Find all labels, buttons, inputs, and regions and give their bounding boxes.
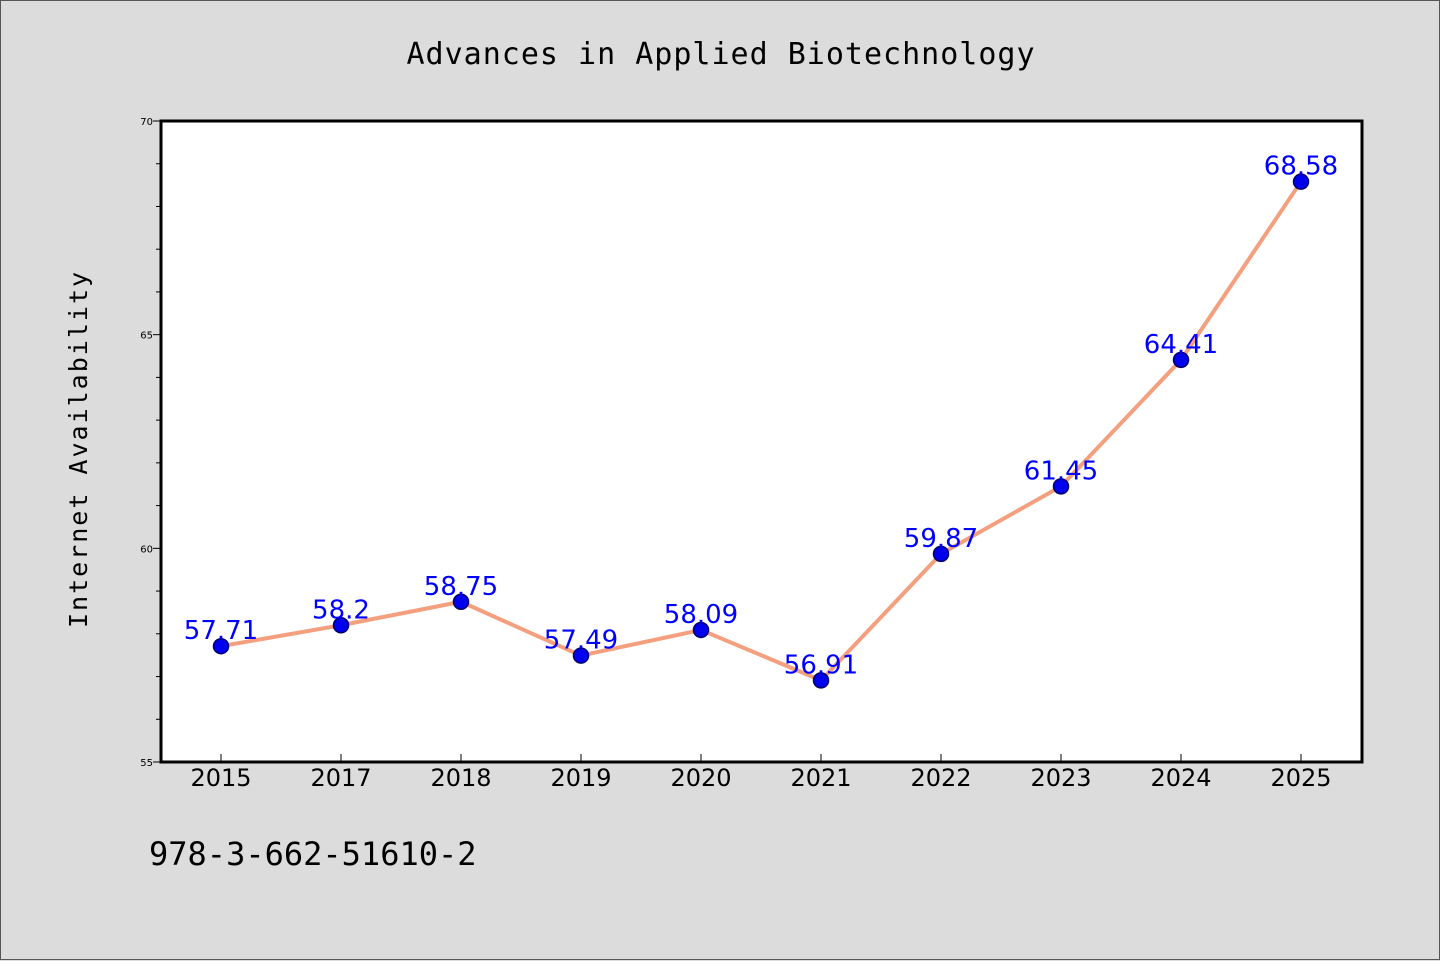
x-tick-label: 2023 [1030,764,1091,792]
y-axis-label: Internet Availability [64,270,93,628]
x-tick-label: 2017 [310,764,371,792]
isbn-text: 978-3-662-51610-2 [149,835,477,873]
axis-ticks: 55 60 65 70 2015 2017 2018 2019 2020 2021 2022 2023… [140,117,1331,792]
y-tick-label: 70 [140,117,153,128]
data-label: 58.2 [312,595,370,625]
y-tick-label: 65 [140,331,153,342]
x-tick-label: 2022 [910,764,971,792]
data-point [1292,173,1310,190]
data-point [452,593,470,610]
series-line [220,180,1303,683]
series-line-layer [220,180,1303,683]
x-tick-label: 2018 [430,764,491,792]
data-markers [212,173,1310,689]
data-point [692,621,710,639]
data-point [812,672,830,689]
plot-area [161,121,1362,762]
data-label: 58.09 [664,600,738,630]
data-point [1172,351,1190,369]
data-label: 58.75 [424,572,498,602]
data-label: 59.87 [904,524,978,554]
x-tick-label: 2025 [1270,764,1331,792]
data-label: 57.49 [544,626,618,656]
x-tick-label: 2015 [190,764,251,792]
data-label: 64.41 [1144,330,1218,360]
y-tick-label: 55 [140,758,153,769]
plot-border [159,119,1364,764]
data-point [572,647,590,664]
data-label: 61.45 [1024,456,1098,486]
data-point [1052,478,1070,495]
data-label: 68.58 [1264,152,1338,182]
y-tick-label: 60 [140,544,153,555]
data-point [332,617,350,634]
data-point [212,637,230,655]
x-tick-label: 2019 [550,764,611,792]
data-point [932,545,950,563]
x-tick-label: 2024 [1150,764,1211,792]
data-labels: 57.71 58.2 58.75 57.49 58.09 56.91 59.87 61.45 6… [184,152,1338,681]
x-tick-label: 2021 [790,764,851,792]
data-label: 56.91 [784,650,858,680]
x-tick-label: 2020 [670,764,731,792]
data-label: 57.71 [184,616,258,646]
chart-title: Advances in Applied Biotechnology [406,37,1035,72]
